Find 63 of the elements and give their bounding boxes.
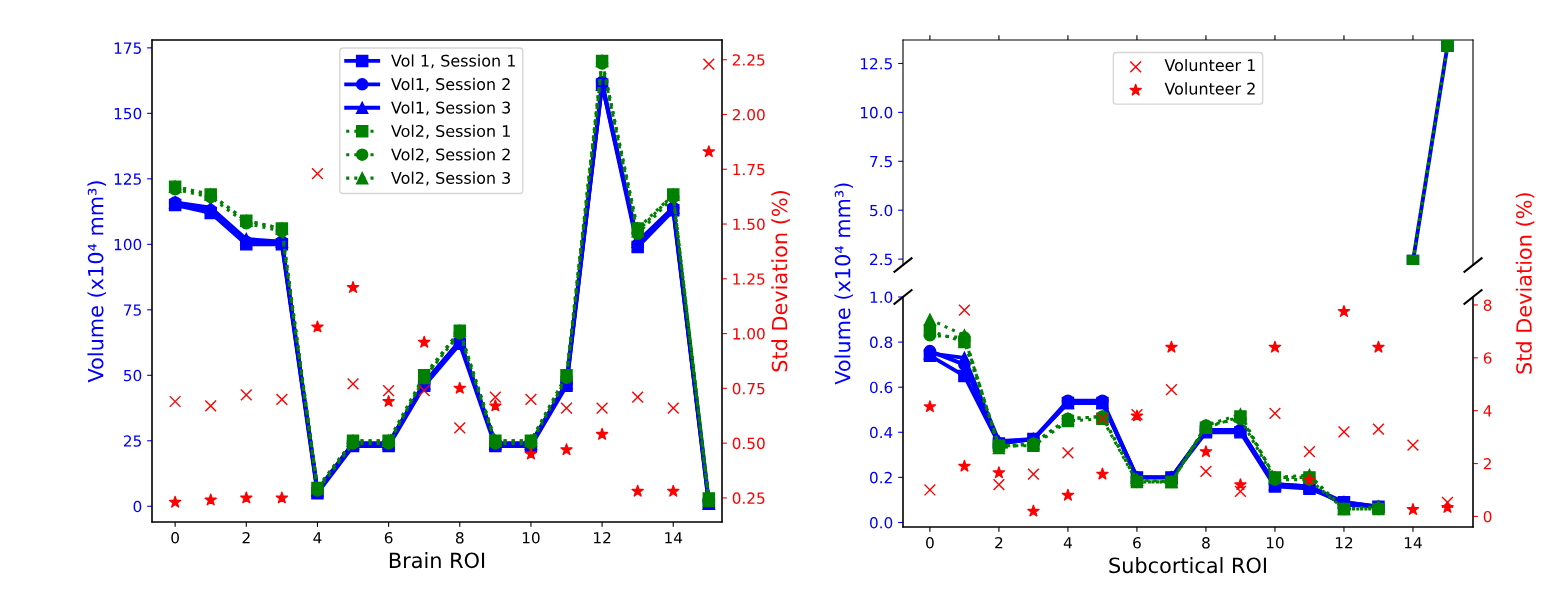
x-tick-label: 6 (1133, 536, 1141, 549)
x-tick-label: 14 (665, 532, 683, 544)
y2-tick-label: 0.25 (732, 492, 765, 504)
legend-label: Vol2, Session 2 (391, 148, 510, 163)
x-tick-label: 0 (926, 536, 934, 549)
y2-tick-label: 1.25 (733, 273, 765, 285)
x-tick-label: 2 (242, 531, 250, 544)
y2-tick-label: 4 (1483, 405, 1492, 417)
x-tick-label: 12 (1335, 536, 1353, 549)
y2-tick-label: 1.75 (733, 163, 765, 176)
y2-axis-title: Std Deviation (%) (771, 191, 790, 372)
y-tick-label: 0.2 (869, 471, 892, 484)
y-tick-label: 0.8 (869, 336, 893, 349)
legend-label: Volunteer 2 (1164, 82, 1255, 95)
y2-tick-label: 2 (1483, 458, 1491, 470)
y2-tick-label: 0 (1483, 510, 1492, 523)
y2-tick-label: 1.50 (733, 218, 765, 231)
y-tick-label: 100 (114, 238, 142, 251)
y-tick-label: 0.0 (869, 516, 893, 529)
y2-axis-title: Std Deviation (%) (1515, 193, 1535, 374)
y-axis-title: Volume (x10⁴ mm³) (834, 183, 853, 385)
x-tick-label: 10 (1266, 536, 1284, 549)
x-axis-title: Brain ROI (389, 552, 485, 569)
y2-tick-label: 2.25 (732, 54, 765, 66)
y-tick-label: 75 (124, 304, 141, 316)
y-tick-label: 0.6 (869, 381, 893, 394)
y2-tick-label: 1.00 (733, 328, 765, 340)
x-tick-label: 4 (313, 532, 322, 544)
y2-tick-label: 0.50 (732, 437, 765, 450)
y-tick-label: 12.5 (860, 57, 892, 70)
y-axis-title: Volume (x10⁴ mm³) (87, 181, 106, 383)
legend-label: Volunteer 1 (1164, 58, 1255, 72)
x-tick-label: 8 (455, 531, 464, 544)
y-tick-label: 0.4 (869, 426, 893, 439)
y2-tick-label: 0.75 (732, 382, 765, 395)
y-tick-label: 0 (133, 500, 142, 513)
x-tick-label: 4 (1063, 537, 1072, 549)
y-tick-label: 150 (114, 107, 142, 120)
y-tick-label: 175 (114, 42, 141, 54)
legend-label: Vol2, Session 3 (391, 171, 511, 186)
x-tick-label: 8 (1202, 536, 1210, 549)
y-tick-label: 2.5 (870, 253, 892, 266)
y-tick-label: 125 (114, 173, 141, 185)
x-tick-label: 0 (171, 531, 179, 544)
legend-label: Vol1, Session 3 (391, 101, 511, 116)
y-tick-label: 10.0 (860, 106, 893, 119)
y2-tick-label: 2.00 (732, 108, 765, 121)
legend-label: Vol 1, Session 1 (391, 54, 515, 69)
legend-label: Vol2, Session 1 (391, 124, 510, 139)
y-tick-label: 5.0 (870, 204, 893, 217)
y-tick-label: 25 (123, 435, 141, 447)
x-tick-label: 14 (1404, 537, 1422, 549)
x-tick-label: 6 (384, 531, 393, 544)
x-axis-title: Subcortical ROI (1109, 557, 1266, 574)
x-tick-label: 12 (594, 531, 611, 544)
legend-label: Vol1, Session 2 (391, 77, 510, 92)
x-tick-label: 10 (522, 531, 540, 544)
y2-tick-label: 6 (1483, 352, 1492, 364)
y-tick-label: 7.5 (870, 155, 892, 168)
y-tick-label: 1.0 (870, 291, 893, 304)
y-tick-label: 50 (124, 369, 142, 382)
x-tick-label: 2 (995, 536, 1003, 549)
y2-tick-label: 8 (1483, 299, 1492, 311)
